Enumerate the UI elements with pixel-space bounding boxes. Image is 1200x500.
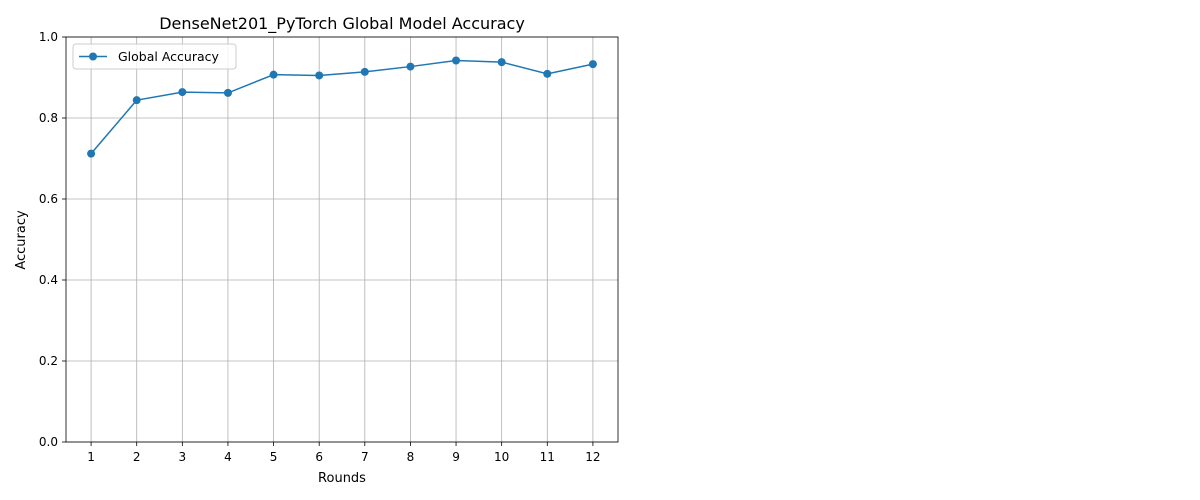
data-point [406, 62, 415, 71]
x-tick-label: 11 [540, 450, 555, 464]
data-point [87, 149, 96, 158]
data-point [588, 60, 597, 69]
y-tick-label: 1.0 [39, 30, 58, 44]
y-tick-label: 0.2 [39, 354, 58, 368]
x-tick-label: 12 [585, 450, 600, 464]
x-tick-label: 5 [270, 450, 278, 464]
series-layer [87, 56, 597, 158]
data-point [132, 96, 141, 105]
data-point [315, 71, 324, 80]
data-point [497, 58, 506, 67]
x-tick-label: 8 [407, 450, 415, 464]
y-tick-label: 0.4 [39, 273, 58, 287]
y-tick-label: 0.6 [39, 192, 58, 206]
x-tick-label: 3 [179, 450, 187, 464]
data-point [269, 70, 278, 79]
x-axis-label: Rounds [318, 471, 366, 486]
plot-frame [65, 36, 619, 443]
data-point [543, 69, 552, 78]
x-tick-label: 10 [494, 450, 509, 464]
y-tick-label: 0.8 [39, 111, 58, 125]
data-point [452, 56, 461, 65]
legend-marker [89, 52, 97, 61]
x-tick-label: 6 [315, 450, 323, 464]
legend: Global Accuracy [72, 43, 237, 70]
y-tick-label: 0.0 [39, 435, 58, 449]
y-axis-label: Accuracy [14, 210, 29, 270]
data-point [178, 88, 187, 97]
data-point [223, 88, 232, 97]
axes: 1 2 3 4 5 6 7 8 9 10 11 120.00.20.40.60.81.0 [39, 30, 619, 464]
legend-label: Global Accuracy [118, 49, 220, 64]
x-tick-label: 1 [87, 450, 95, 464]
x-tick-label: 4 [224, 450, 232, 464]
series-line [90, 59, 594, 155]
legend-box [72, 43, 237, 70]
data-point [360, 67, 369, 76]
x-tick-label: 7 [361, 450, 369, 464]
x-tick-label: 9 [452, 450, 460, 464]
chart-title: DenseNet201_PyTorch Global Model Accurac… [159, 14, 525, 34]
x-tick-label: 2 [133, 450, 141, 464]
